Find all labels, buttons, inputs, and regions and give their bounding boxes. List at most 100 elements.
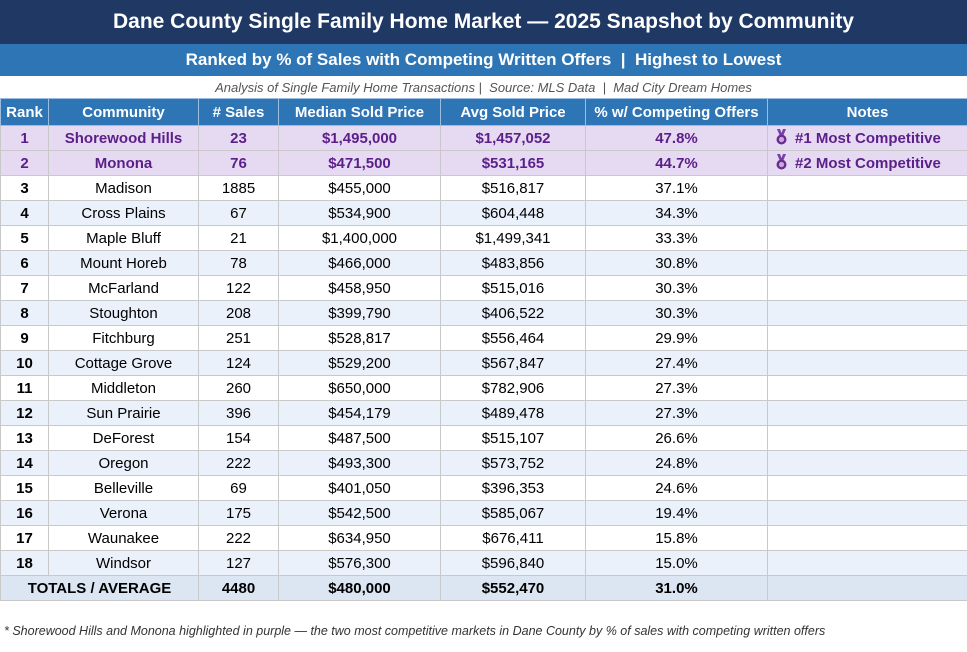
cell: 8 (0, 300, 49, 326)
title: Dane County Single Family Home Market — … (0, 0, 967, 44)
cell: Windsor (48, 550, 199, 576)
cell: $529,200 (278, 350, 441, 376)
cell: $466,000 (278, 250, 441, 276)
cell: 17 (0, 525, 49, 551)
cell: 251 (198, 325, 279, 351)
cell: 30.8% (585, 250, 768, 276)
cell: $1,499,341 (440, 225, 586, 251)
cell: 18 (0, 550, 49, 576)
cell: 222 (198, 450, 279, 476)
source: Analysis of Single Family Home Transacti… (215, 79, 752, 95)
cell: $542,500 (278, 500, 441, 526)
cell: $455,000 (278, 175, 441, 201)
cell: $493,300 (278, 450, 441, 476)
column-header: Community (48, 98, 199, 126)
cell: 7 (0, 275, 49, 301)
table-row: 4 Cross Plains 67 $534,900 $604,448 34.3% (0, 200, 967, 226)
cell: 44.7% (585, 150, 768, 176)
cell: 11 (0, 375, 49, 401)
cell: Mount Horeb (48, 250, 199, 276)
cell: 9 (0, 325, 49, 351)
cell: Cottage Grove (48, 350, 199, 376)
table-row: 17 Waunakee 222 $634,950 $676,411 15.8% (0, 525, 967, 551)
cell: $782,906 (440, 375, 586, 401)
cell (767, 500, 967, 526)
cell (767, 175, 967, 201)
cell (767, 275, 967, 301)
column-header: Median Sold Price (278, 98, 441, 126)
cell: Middleton (48, 375, 199, 401)
cell: 222 (198, 525, 279, 551)
cell: 16 (0, 500, 49, 526)
table-row: 8 Stoughton 208 $399,790 $406,522 30.3% (0, 300, 967, 326)
cell: 6 (0, 250, 49, 276)
cell: 124 (198, 350, 279, 376)
cell (767, 375, 967, 401)
table-row: 18 Windsor 127 $576,300 $596,840 15.0% (0, 550, 967, 576)
cell (767, 200, 967, 226)
cell: 27.3% (585, 375, 768, 401)
total-cell: 31.0% (585, 575, 768, 601)
cell: Verona (48, 500, 199, 526)
cell: Shorewood Hills (48, 125, 199, 151)
cell: McFarland (48, 275, 199, 301)
cell (767, 450, 967, 476)
cell: 12 (0, 400, 49, 426)
cell: $634,950 (278, 525, 441, 551)
table-row: 16 Verona 175 $542,500 $585,067 19.4% (0, 500, 967, 526)
column-header: Rank (0, 98, 49, 126)
cell (767, 425, 967, 451)
cell: 5 (0, 225, 49, 251)
table-row: 5 Maple Bluff 21 $1,400,000 $1,499,341 33.3% (0, 225, 967, 251)
cell: $676,411 (440, 525, 586, 551)
market-table: Rank Community # Sales Median Sold Price Avg… (0, 98, 967, 601)
cell: 15.0% (585, 550, 768, 576)
table-row: 15 Belleville 69 $401,050 $396,353 24.6% (0, 475, 967, 501)
cell: 30.3% (585, 275, 768, 301)
cell (767, 300, 967, 326)
table-row: 7 McFarland 122 $458,950 $515,016 30.3% (0, 275, 967, 301)
cell: $531,165 (440, 150, 586, 176)
cell: 27.4% (585, 350, 768, 376)
cell: 3 (0, 175, 49, 201)
footnote: * Shorewood Hills and Monona highlighted… (4, 624, 826, 638)
total-cell: TOTALS / AVERAGE (0, 575, 199, 601)
cell: 27.3% (585, 400, 768, 426)
cell: $401,050 (278, 475, 441, 501)
cell: $573,752 (440, 450, 586, 476)
cell: 15.8% (585, 525, 768, 551)
table-row: 13 DeForest 154 $487,500 $515,107 26.6% (0, 425, 967, 451)
column-header: Notes (767, 98, 967, 126)
cell: 396 (198, 400, 279, 426)
cell: $483,856 (440, 250, 586, 276)
table-row: 3 Madison 1885 $455,000 $516,817 37.1% (0, 175, 967, 201)
cell: 24.8% (585, 450, 768, 476)
cell: 14 (0, 450, 49, 476)
cell (767, 400, 967, 426)
column-header: % w/ Competing Offers (585, 98, 768, 126)
cell: 33.3% (585, 225, 768, 251)
cell: $515,016 (440, 275, 586, 301)
cell: 1885 (198, 175, 279, 201)
table-row: 2 Monona 76 $471,500 $531,165 44.7% #2 Most Co… (0, 150, 967, 176)
cell: 127 (198, 550, 279, 576)
cell: $1,495,000 (278, 125, 441, 151)
cell: Sun Prairie (48, 400, 199, 426)
cell (767, 325, 967, 351)
cell: Fitchburg (48, 325, 199, 351)
total-cell: $480,000 (278, 575, 441, 601)
header-row: Rank Community # Sales Median Sold Price Avg… (0, 98, 967, 126)
cell: 19.4% (585, 500, 768, 526)
cell (767, 575, 967, 601)
cell: 208 (198, 300, 279, 326)
cell: 37.1% (585, 175, 768, 201)
cell: $1,400,000 (278, 225, 441, 251)
cell: 122 (198, 275, 279, 301)
cell: 21 (198, 225, 279, 251)
cell: 34.3% (585, 200, 768, 226)
cell: 260 (198, 375, 279, 401)
cell: Monona (48, 150, 199, 176)
cell: $458,950 (278, 275, 441, 301)
cell: Stoughton (48, 300, 199, 326)
cell (767, 475, 967, 501)
